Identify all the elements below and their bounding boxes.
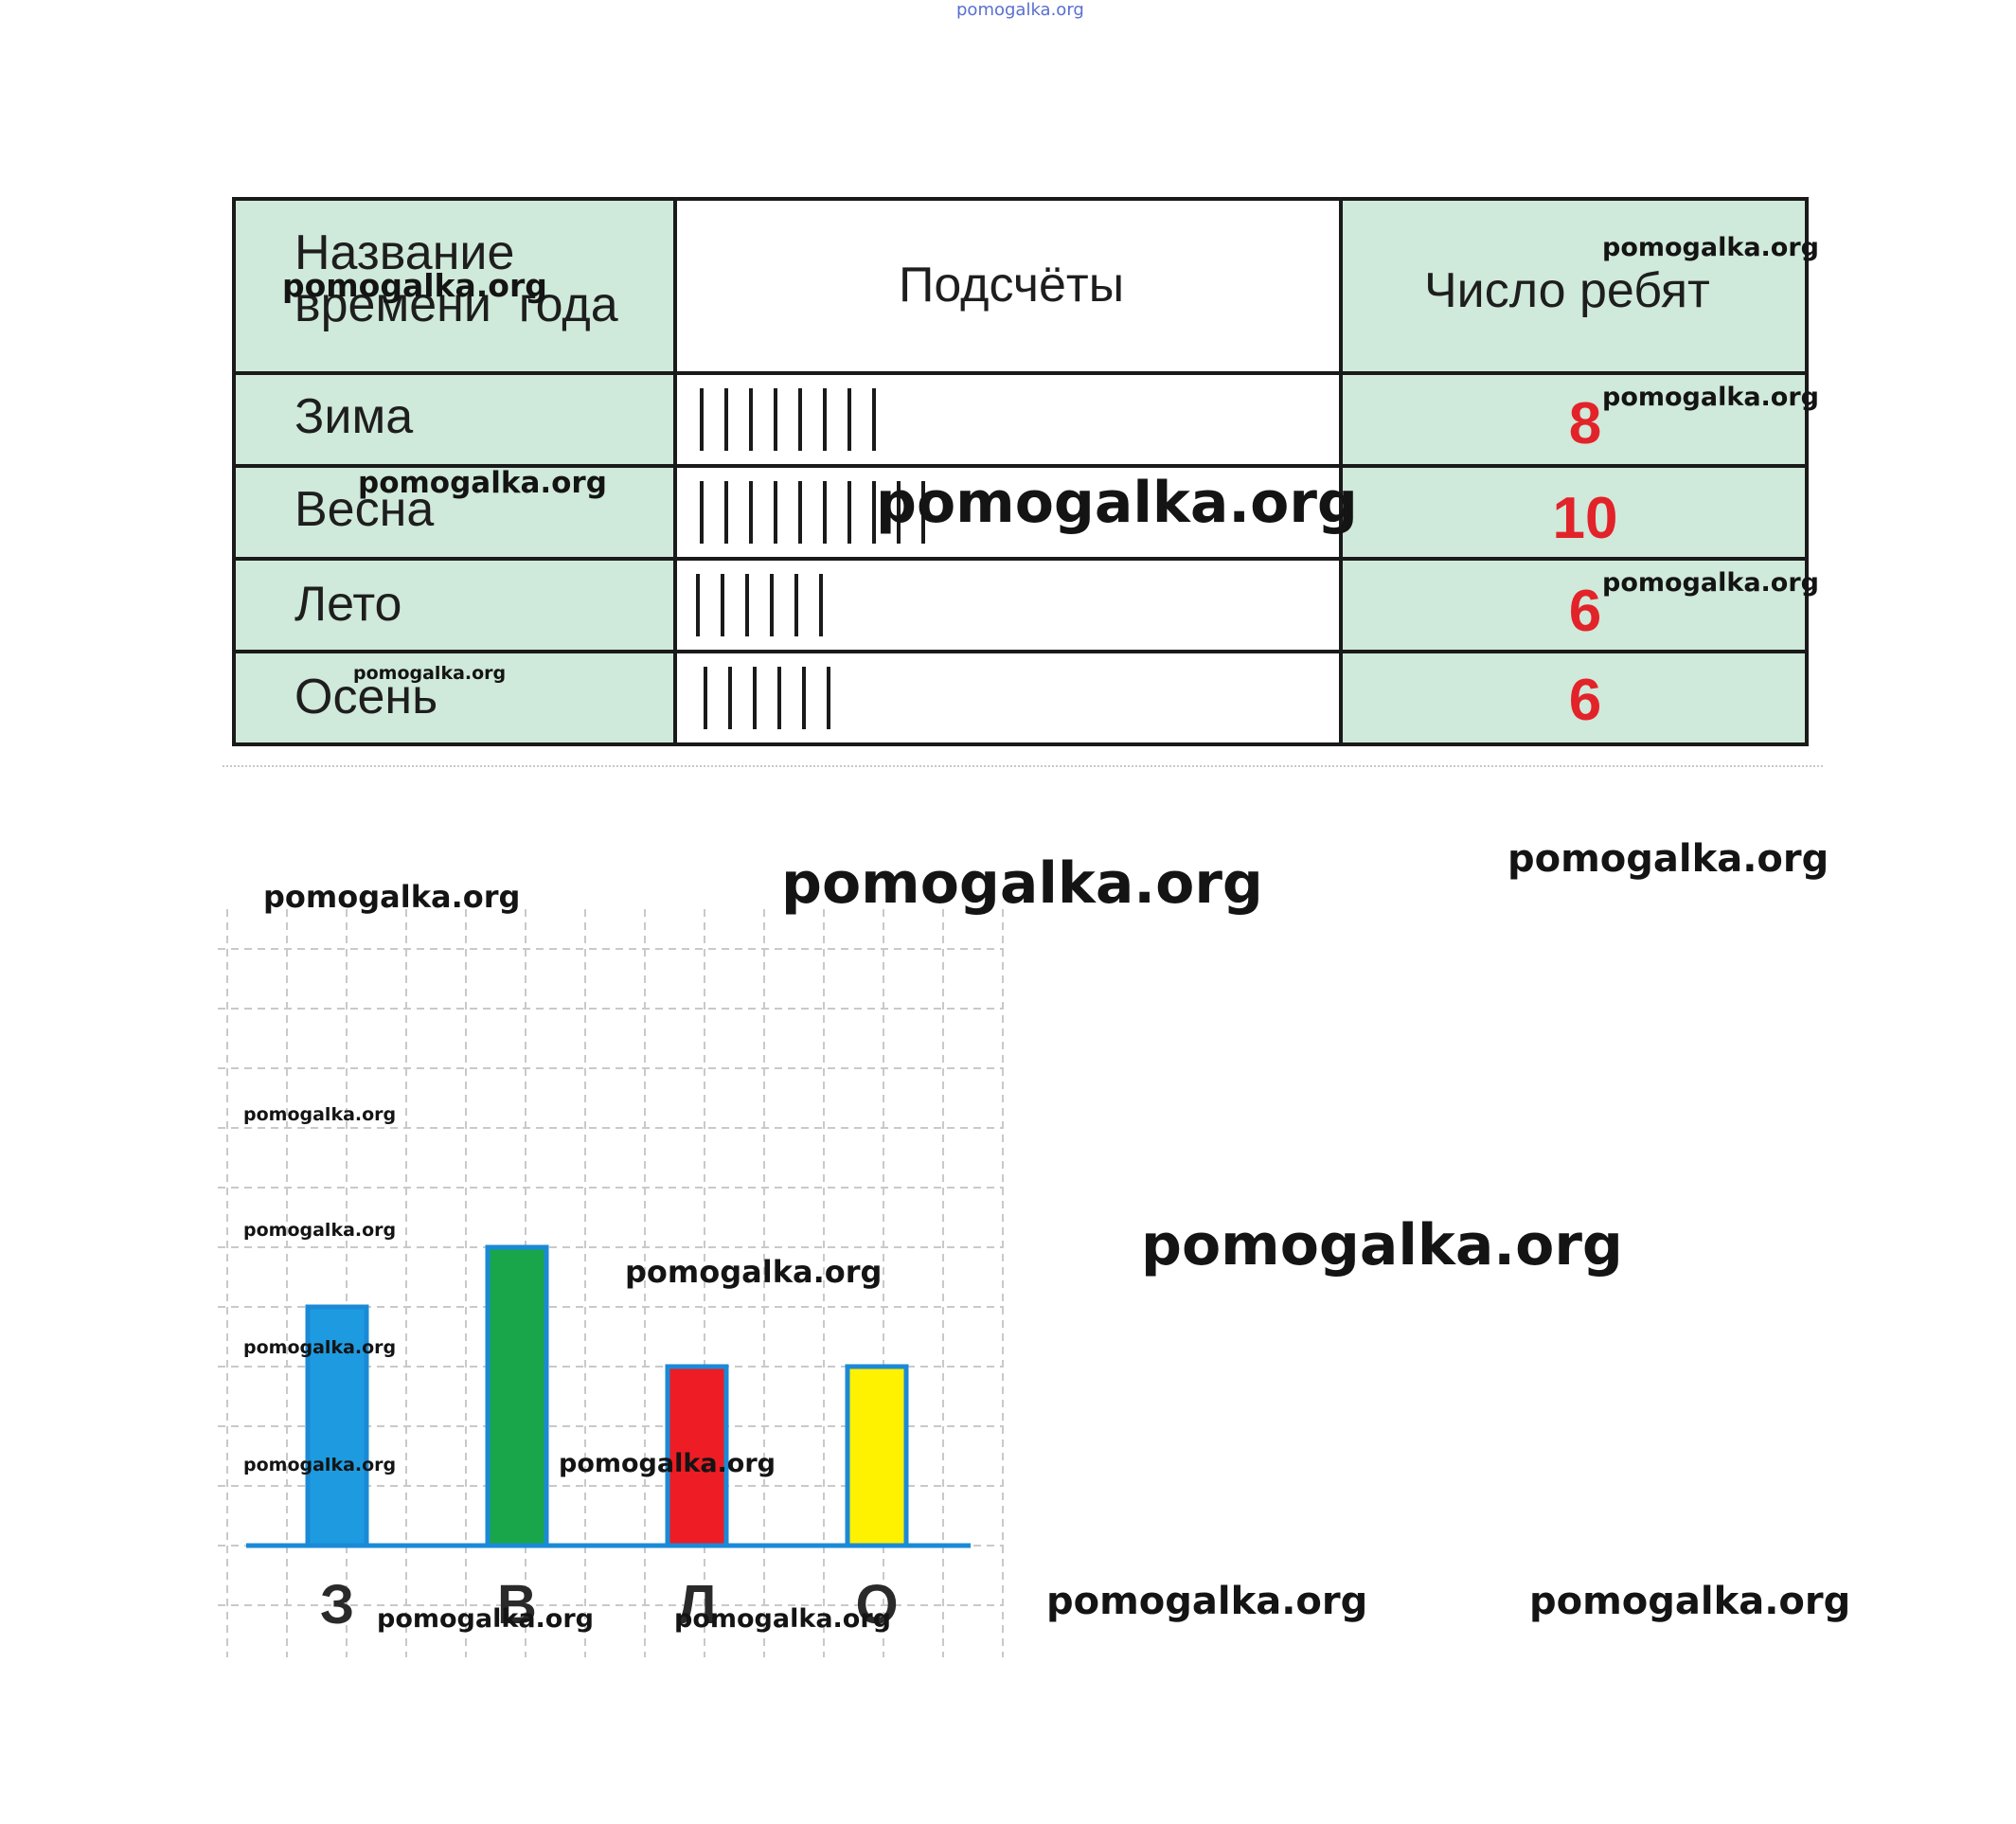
header-count: Число ребят: [1424, 263, 1710, 318]
watermark: pomogalka.org: [1141, 1212, 1623, 1279]
season-winter: Зима: [294, 389, 414, 444]
watermark: pomogalka.org: [243, 1337, 397, 1358]
season-spring: Весна: [294, 482, 435, 537]
count-summer: 6: [1568, 579, 1602, 644]
category-label: В: [497, 1574, 537, 1636]
count-spring: 10: [1552, 486, 1618, 551]
watermark: pomogalka.org: [1602, 383, 1819, 412]
header-season-line1: Название: [294, 225, 515, 280]
watermark: pomogalka.org: [876, 470, 1358, 536]
watermark: pomogalka.org: [358, 466, 607, 500]
season-summer: Лето: [294, 577, 402, 632]
header-season: Название времени года: [294, 227, 618, 331]
category-label: Л: [678, 1574, 717, 1636]
watermark: pomogalka.org: [353, 663, 507, 684]
tally-summer: [696, 574, 823, 636]
watermark: pomogalka.org: [625, 1254, 883, 1290]
row-divider: [236, 650, 1805, 653]
watermark-text: pomogalka.org: [1529, 1580, 1851, 1623]
top-watermark: pomogalka.org: [956, 0, 1084, 20]
category-label: З: [320, 1574, 354, 1636]
tally-autumn: [704, 667, 830, 729]
watermark: pomogalka.org: [377, 1604, 594, 1634]
watermark: pomogalka.org: [263, 879, 521, 915]
watermark: pomogalka.org: [1602, 568, 1819, 598]
column-divider: [673, 201, 677, 742]
column-divider: [1339, 201, 1343, 742]
watermark: pomogalka.org: [243, 1104, 397, 1125]
bar-4: [845, 1364, 909, 1548]
watermark: pomogalka.org: [243, 1220, 397, 1241]
separator: [223, 765, 1823, 767]
header-season-line2: времени года: [294, 277, 618, 332]
watermark: pomogalka.org: [1529, 1580, 1850, 1623]
season-autumn: Осень: [294, 670, 438, 724]
tally-winter: [700, 388, 876, 451]
watermark: pomogalka.org: [1046, 1580, 1368, 1623]
watermark: pomogalka.org: [781, 850, 1263, 917]
count-winter: 8: [1568, 391, 1602, 456]
bar-3: [665, 1364, 729, 1548]
row-divider: [236, 371, 1805, 375]
watermark: pomogalka.org: [282, 267, 547, 304]
watermark: pomogalka.org: [1508, 837, 1829, 881]
survey-table: Название времени года Подсчёты Число реб…: [232, 197, 1809, 746]
category-label: О: [855, 1574, 898, 1636]
watermark: pomogalka.org: [1602, 233, 1819, 262]
row-divider: [236, 464, 1805, 468]
tally-spring: [700, 481, 925, 544]
row-divider: [236, 557, 1805, 561]
count-autumn: 6: [1568, 668, 1602, 733]
watermark: pomogalka.org: [674, 1604, 891, 1634]
watermark: pomogalka.org: [243, 1455, 397, 1475]
bar-2: [485, 1244, 549, 1548]
header-tally: Подсчёты: [899, 258, 1125, 313]
watermark: pomogalka.org: [559, 1449, 776, 1478]
